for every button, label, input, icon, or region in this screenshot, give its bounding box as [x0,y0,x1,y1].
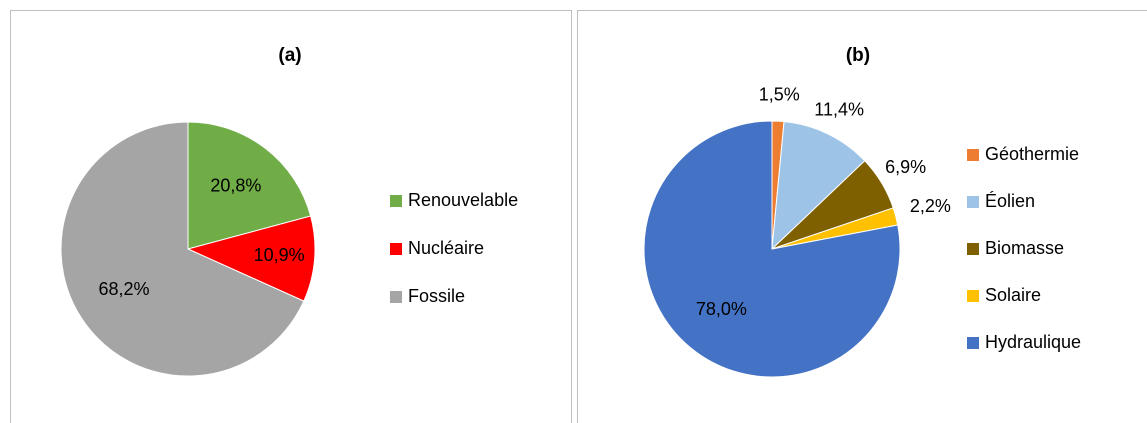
legend-label: Géothermie [985,144,1079,164]
pie-slice [60,121,305,377]
legend-swatch [967,196,979,208]
legend-swatch [390,195,402,207]
legend-label: Fossile [408,286,465,306]
data-label: 68,2% [98,279,149,299]
panel-frame [10,10,572,423]
legend-swatch [390,291,402,303]
legend-label: Éolien [985,191,1035,211]
pie-slice [771,121,866,251]
legend-swatch [390,243,402,255]
data-label: 11,4% [814,100,864,120]
legend-label: Solaire [985,285,1041,305]
data-label: 10,9% [254,245,305,265]
data-label: 78,0% [696,299,747,319]
legend-label: Biomasse [985,238,1064,258]
data-label: 2,2% [910,196,951,216]
chart-title: (a) [278,45,301,66]
pie-slice [186,215,316,302]
chart-title: (b) [846,45,870,66]
legend-label: Nucléaire [408,238,484,258]
data-label: 6,9% [885,157,926,177]
legend-swatch [967,290,979,302]
legend-swatch [967,337,979,349]
data-label: 20,8% [210,175,261,195]
panel-frame [577,10,1147,423]
legend-swatch [967,149,979,161]
pie-slice [187,121,312,250]
pie-slice [643,120,901,378]
legend-swatch [967,243,979,255]
data-label: 1,5% [759,84,800,104]
legend-label: Renouvelable [408,190,518,210]
legend-label: Hydraulique [985,332,1081,352]
